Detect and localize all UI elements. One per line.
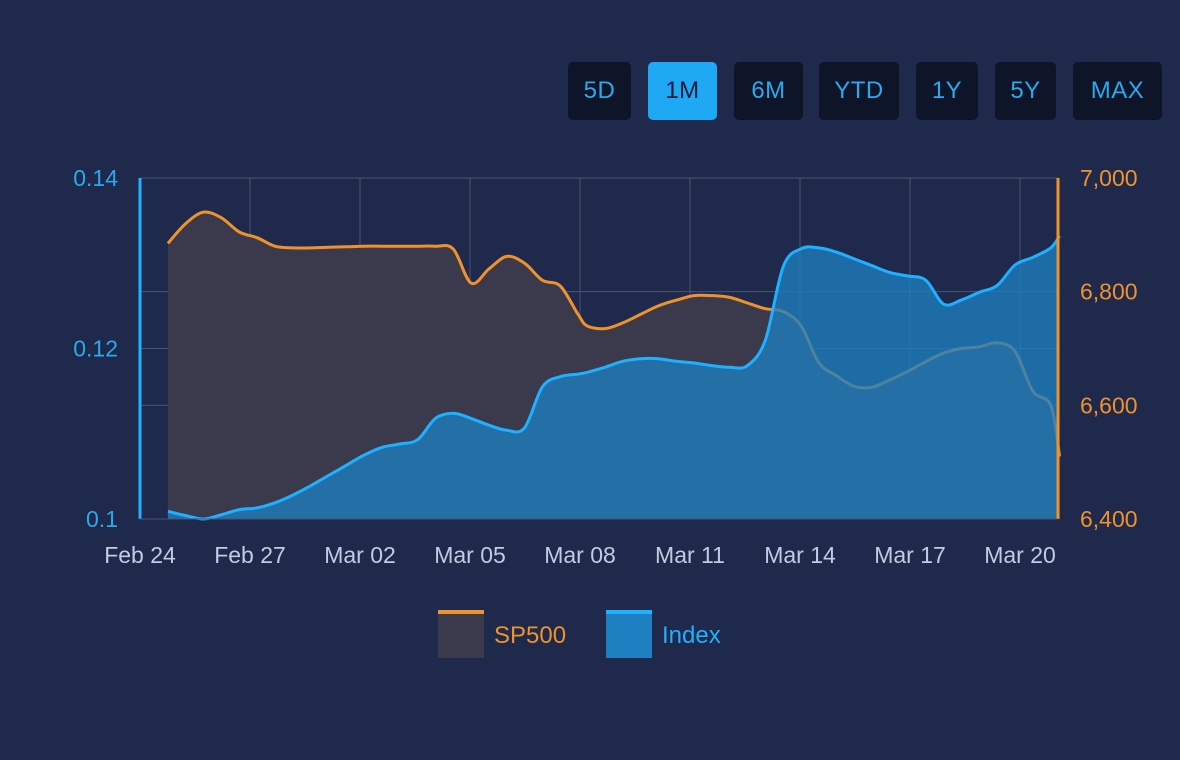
tick-labels: 0.14 0.12 0.1 7,000 6,800 6,600 6,400 Feb 24 Feb… xyxy=(73,165,1137,568)
right-axis-tick-label: 7,000 xyxy=(1080,165,1138,191)
axes xyxy=(138,178,1060,520)
series-area-index xyxy=(167,236,1060,520)
x-axis-tick-label: Feb 24 xyxy=(104,542,176,568)
range-button-5d[interactable]: 5D xyxy=(568,62,631,120)
left-axis-tick-label: 0.1 xyxy=(86,506,118,532)
range-button-6m[interactable]: 6M xyxy=(734,62,803,120)
series-line-index xyxy=(167,235,1061,521)
series-layer xyxy=(166,210,1062,521)
x-axis-tick-label: Mar 02 xyxy=(324,542,396,568)
x-axis-tick-label: Feb 27 xyxy=(214,542,286,568)
legend-item-sp500[interactable]: SP500 xyxy=(438,610,566,658)
left-axis-tick-label: 0.12 xyxy=(73,336,118,362)
legend-label: Index xyxy=(662,622,721,649)
x-axis-tick-label: Mar 05 xyxy=(434,542,506,568)
right-axis-tick-label: 6,400 xyxy=(1080,506,1138,532)
legend-item-index[interactable]: Index xyxy=(606,610,721,658)
range-button-ytd[interactable]: YTD xyxy=(819,62,899,120)
legend-label: SP500 xyxy=(494,622,566,649)
legend: SP500 Index xyxy=(438,610,721,658)
legend-swatch xyxy=(606,612,652,658)
legend-swatch xyxy=(438,612,484,658)
x-axis-tick-label: Mar 14 xyxy=(764,542,836,568)
x-axis-tick-label: Mar 20 xyxy=(984,542,1056,568)
range-button-max[interactable]: MAX xyxy=(1073,62,1162,120)
x-axis-tick-label: Mar 17 xyxy=(874,542,946,568)
right-axis-tick-label: 6,800 xyxy=(1080,279,1138,305)
range-button-1y[interactable]: 1Y xyxy=(916,62,978,120)
range-button-5y[interactable]: 5Y xyxy=(995,62,1056,120)
x-axis-tick-label: Mar 08 xyxy=(544,542,616,568)
legend-swatch-line xyxy=(438,610,484,614)
range-button-1m[interactable]: 1M xyxy=(648,62,717,120)
x-axis-tick-label: Mar 11 xyxy=(655,542,725,568)
legend-swatch-line xyxy=(606,610,652,614)
right-axis-tick-label: 6,600 xyxy=(1080,392,1138,418)
left-axis-tick-label: 0.14 xyxy=(73,165,118,191)
